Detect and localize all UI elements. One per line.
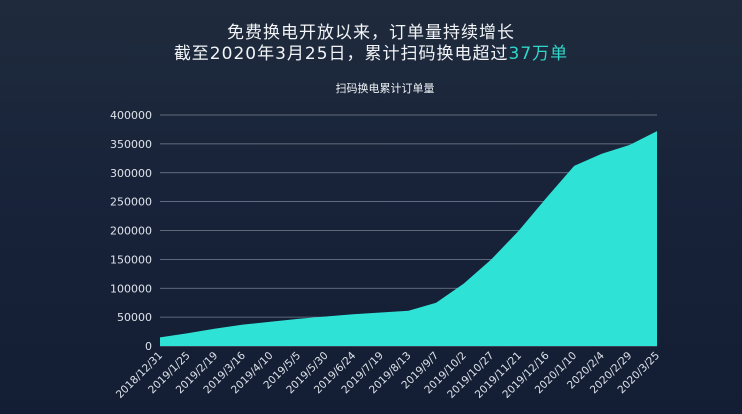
y-tick-label: 50000 bbox=[117, 311, 152, 324]
area-series bbox=[159, 131, 658, 346]
chart-title: 扫码换电累计订单量 bbox=[336, 81, 435, 95]
y-tick-label: 400000 bbox=[110, 109, 152, 122]
headline-line-2: 截至2020年3月25日，累计扫码换电超过37万单 bbox=[0, 43, 742, 65]
y-tick-label: 250000 bbox=[110, 196, 152, 209]
y-tick-label: 100000 bbox=[110, 282, 152, 295]
y-tick-label: 300000 bbox=[110, 167, 152, 180]
y-tick-label: 150000 bbox=[110, 253, 152, 266]
y-axis: 0 50000 100000 150000 200000 250000 300000 3500… bbox=[110, 109, 152, 353]
headline-line-2-text: 截至2020年3月25日，累计扫码换电超过 bbox=[173, 44, 509, 64]
y-tick-label: 350000 bbox=[110, 138, 152, 151]
y-tick-label: 0 bbox=[145, 340, 152, 353]
x-axis: 2018/12/312019/1/252019/2/192019/3/16201… bbox=[114, 349, 662, 401]
area-fill bbox=[160, 131, 657, 346]
headline-highlight: 37万单 bbox=[508, 44, 569, 64]
headline-line-1: 免费换电开放以来，订单量持续增长 bbox=[227, 23, 515, 43]
y-tick-label: 200000 bbox=[110, 225, 152, 238]
